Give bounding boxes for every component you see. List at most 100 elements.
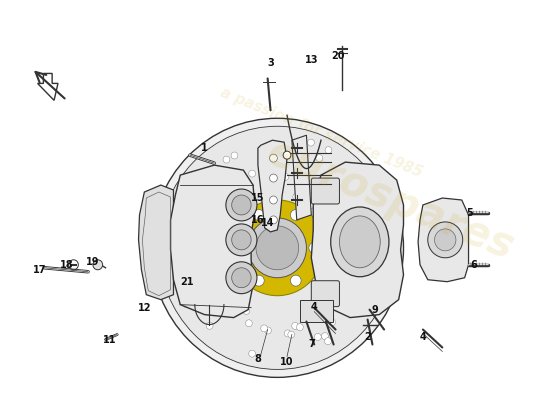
Circle shape (296, 324, 303, 331)
Circle shape (292, 322, 299, 330)
Circle shape (235, 242, 246, 253)
Circle shape (290, 275, 301, 286)
Circle shape (220, 208, 227, 215)
Polygon shape (300, 300, 333, 322)
Circle shape (284, 330, 291, 337)
Text: 4: 4 (311, 302, 317, 312)
Circle shape (325, 147, 332, 154)
Text: 10: 10 (280, 358, 294, 368)
Circle shape (324, 338, 332, 345)
Circle shape (339, 276, 347, 283)
Circle shape (186, 279, 192, 286)
Circle shape (231, 200, 324, 296)
Circle shape (226, 189, 257, 221)
FancyBboxPatch shape (311, 281, 339, 307)
Text: 12: 12 (138, 303, 151, 313)
Circle shape (312, 312, 319, 318)
Circle shape (308, 193, 315, 200)
Text: 2: 2 (364, 332, 371, 342)
Circle shape (340, 260, 346, 267)
Circle shape (159, 126, 396, 370)
Circle shape (344, 183, 350, 190)
Circle shape (243, 308, 250, 314)
Circle shape (434, 229, 456, 251)
Text: 1: 1 (201, 143, 208, 153)
Text: 16: 16 (251, 215, 265, 225)
Circle shape (177, 224, 184, 230)
Circle shape (234, 282, 241, 289)
Circle shape (428, 222, 463, 258)
Polygon shape (292, 135, 311, 220)
Circle shape (321, 222, 328, 229)
Circle shape (270, 174, 277, 182)
Circle shape (231, 152, 238, 159)
Circle shape (245, 320, 252, 327)
Circle shape (254, 275, 264, 286)
Circle shape (270, 216, 277, 224)
Circle shape (306, 194, 312, 201)
Circle shape (226, 262, 257, 294)
Circle shape (205, 266, 212, 273)
Circle shape (356, 257, 362, 264)
Circle shape (234, 182, 240, 189)
Text: 14: 14 (261, 218, 274, 228)
Ellipse shape (331, 207, 389, 277)
FancyBboxPatch shape (311, 178, 339, 204)
Polygon shape (311, 162, 404, 318)
Text: 18: 18 (60, 260, 74, 270)
Polygon shape (170, 165, 255, 318)
Circle shape (270, 154, 277, 162)
Circle shape (322, 333, 328, 340)
Circle shape (265, 327, 271, 334)
Circle shape (219, 181, 226, 188)
Circle shape (261, 325, 267, 332)
Circle shape (179, 269, 186, 276)
Polygon shape (258, 140, 287, 232)
Circle shape (206, 281, 213, 288)
Circle shape (346, 248, 353, 255)
Circle shape (321, 300, 327, 307)
Circle shape (183, 269, 189, 276)
Circle shape (197, 187, 204, 194)
Circle shape (223, 156, 230, 163)
Circle shape (186, 281, 193, 288)
Circle shape (216, 225, 223, 232)
Circle shape (356, 232, 364, 240)
Circle shape (219, 244, 226, 251)
Circle shape (226, 224, 257, 256)
Circle shape (189, 221, 196, 228)
Circle shape (293, 193, 300, 200)
Circle shape (307, 202, 314, 209)
Circle shape (182, 230, 189, 237)
Circle shape (206, 322, 213, 329)
Circle shape (320, 178, 327, 185)
Circle shape (304, 172, 310, 179)
Circle shape (321, 299, 328, 306)
Circle shape (339, 268, 347, 275)
Circle shape (340, 234, 347, 240)
Circle shape (249, 350, 256, 357)
Circle shape (309, 242, 320, 253)
Circle shape (151, 118, 404, 377)
Circle shape (181, 276, 188, 284)
Circle shape (232, 195, 251, 215)
Text: eurospares: eurospares (261, 131, 520, 269)
Circle shape (254, 210, 264, 220)
Text: 11: 11 (103, 334, 116, 344)
Circle shape (213, 214, 220, 221)
Circle shape (243, 194, 249, 201)
Polygon shape (418, 198, 469, 282)
Ellipse shape (339, 216, 380, 268)
Circle shape (318, 292, 326, 299)
Circle shape (361, 291, 368, 298)
Circle shape (328, 319, 336, 326)
Circle shape (186, 178, 193, 186)
Circle shape (256, 226, 299, 270)
Circle shape (307, 139, 315, 146)
Circle shape (301, 152, 308, 159)
Circle shape (230, 271, 237, 278)
Text: 20: 20 (332, 50, 345, 60)
Circle shape (375, 271, 381, 278)
Circle shape (315, 334, 321, 340)
Text: a passion for service 1985: a passion for service 1985 (218, 85, 424, 180)
